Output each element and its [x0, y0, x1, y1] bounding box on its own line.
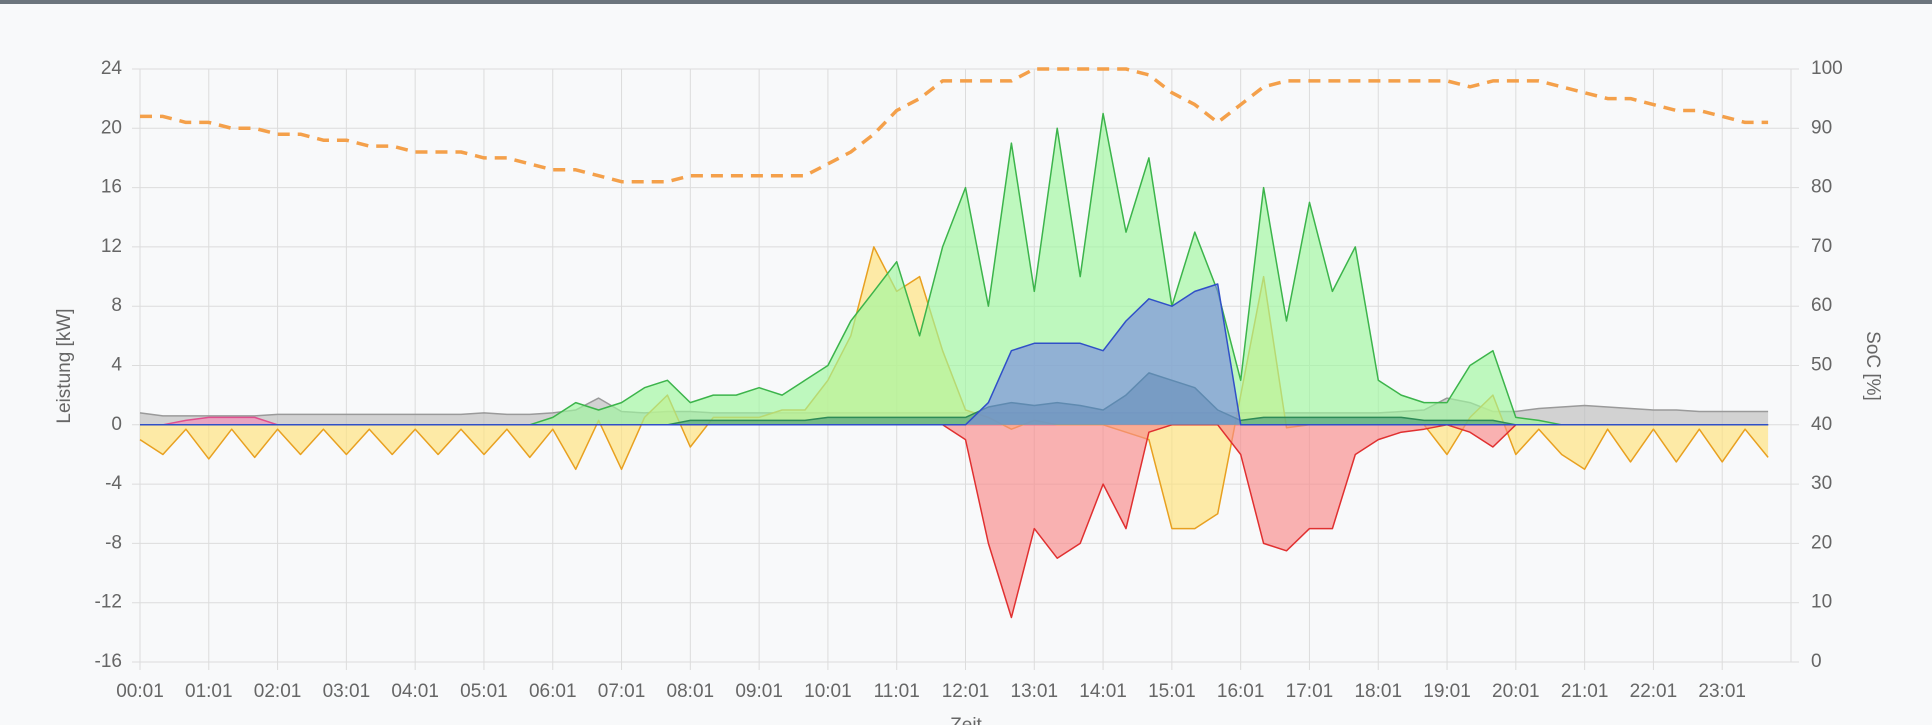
y2-tick-label: 30 — [1811, 473, 1832, 494]
y2-tick-label: 10 — [1811, 592, 1832, 613]
x-tick-label: 02:01 — [254, 681, 302, 702]
y2-tick-label: 40 — [1811, 414, 1832, 435]
x-tick-label: 18:01 — [1354, 681, 1402, 702]
x-tick-label: 19:01 — [1423, 681, 1471, 702]
y-tick-label: 0 — [111, 414, 122, 435]
x-tick-label: 20:01 — [1492, 681, 1540, 702]
x-tick-label: 10:01 — [804, 681, 852, 702]
x-tick-label: 16:01 — [1217, 681, 1265, 702]
top-bar — [0, 0, 1932, 4]
x-tick-label: 14:01 — [1079, 681, 1127, 702]
x-tick-label: 04:01 — [391, 681, 439, 702]
y-tick-label: 8 — [111, 295, 122, 316]
x-tick-label: 21:01 — [1561, 681, 1609, 702]
x-tick-label: 23:01 — [1698, 681, 1746, 702]
y2-tick-label: 100 — [1811, 58, 1843, 79]
y-tick-label: -4 — [105, 473, 122, 494]
x-tick-label: 22:01 — [1630, 681, 1678, 702]
x-axis-title: Zeit — [950, 715, 982, 725]
x-tick-label: 17:01 — [1286, 681, 1334, 702]
y-tick-label: 20 — [101, 117, 122, 138]
y2-tick-label: 80 — [1811, 177, 1832, 198]
x-tick-label: 00:01 — [116, 681, 164, 702]
y2-tick-label: 50 — [1811, 355, 1832, 376]
y-axis-title: Leistung [kW] — [54, 308, 75, 423]
y-tick-label: 24 — [101, 58, 123, 79]
area-line — [140, 424, 1769, 619]
y2-tick-label: 90 — [1811, 117, 1832, 138]
area-fill — [140, 424, 1769, 618]
soc-line — [140, 67, 1769, 184]
x-tick-label: 08:01 — [667, 681, 715, 702]
y2-axis-title: SoC [%] — [1862, 331, 1883, 401]
area-fill — [140, 113, 1769, 425]
y-tick-label: -16 — [95, 651, 122, 672]
x-tick-label: 07:01 — [598, 681, 646, 702]
y-tick-label: -8 — [105, 532, 122, 553]
y-tick-label: 16 — [101, 177, 122, 198]
x-tick-label: 03:01 — [323, 681, 371, 702]
y2-tick-label: 70 — [1811, 236, 1832, 257]
area-line — [140, 283, 1769, 426]
y-tick-label: 12 — [101, 236, 122, 257]
x-tick-label: 12:01 — [942, 681, 990, 702]
x-tick-label: 11:01 — [874, 681, 920, 702]
x-tick-label: 13:01 — [1011, 681, 1059, 702]
y-tick-label: 4 — [111, 355, 122, 376]
y2-tick-label: 60 — [1811, 295, 1832, 316]
x-tick-label: 15:01 — [1148, 681, 1196, 702]
x-tick-label: 01:01 — [185, 681, 233, 702]
y2-tick-label: 20 — [1811, 532, 1832, 553]
x-tick-label: 09:01 — [735, 681, 783, 702]
x-tick-label: 05:01 — [460, 681, 508, 702]
y2-tick-label: 0 — [1811, 651, 1822, 672]
y-tick-label: -12 — [95, 592, 122, 613]
x-tick-label: 06:01 — [529, 681, 577, 702]
